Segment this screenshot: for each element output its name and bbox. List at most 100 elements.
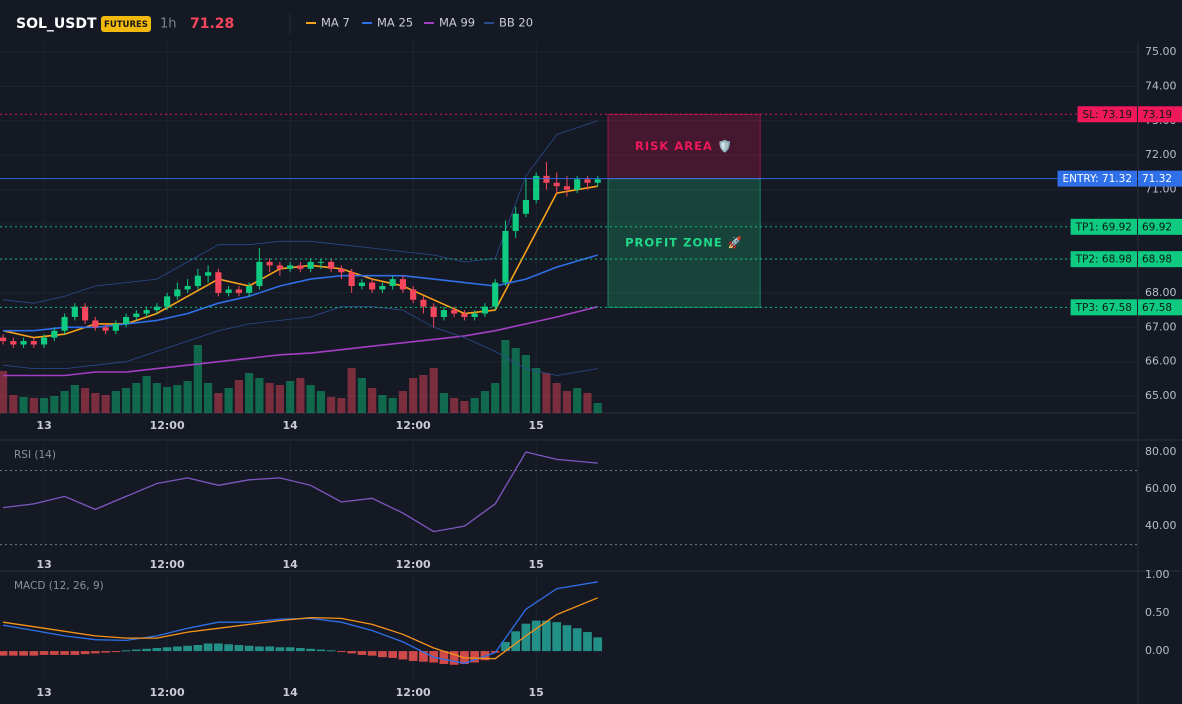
- volume-bar: [398, 391, 407, 413]
- candle-body: [399, 279, 406, 290]
- histogram-bar: [552, 622, 562, 652]
- histogram-bar: [593, 637, 603, 652]
- price-tag-bg: [1138, 251, 1182, 268]
- zone: [607, 113, 761, 180]
- price-tag: 69.92: [1142, 221, 1172, 233]
- candle-body: [297, 265, 304, 269]
- level-tag-bg: [1070, 299, 1137, 316]
- histogram-bar: [562, 625, 572, 652]
- histogram-bar: [8, 651, 18, 656]
- volume-bar: [378, 395, 387, 413]
- histogram-bar: [29, 651, 39, 656]
- histogram-bar: [347, 651, 357, 654]
- candle-body: [215, 272, 222, 293]
- volume-bar: [152, 383, 161, 413]
- histogram-bar: [244, 645, 254, 652]
- x-tick-label: 15: [529, 558, 544, 571]
- candle-body: [451, 310, 458, 314]
- y-tick-label: 1.00: [1145, 568, 1170, 581]
- level-tag: SL: 73.19: [1083, 109, 1132, 121]
- x-tick-label: 12:00: [396, 558, 431, 571]
- histogram-bar: [142, 648, 151, 652]
- y-tick-label: 74.00: [1145, 79, 1177, 92]
- candle-body: [379, 286, 386, 290]
- volume-bar: [40, 398, 49, 413]
- level-tag-bg: [1070, 251, 1137, 268]
- candle-body: [41, 337, 48, 345]
- volume-bar: [9, 395, 18, 413]
- histogram-bar: [398, 651, 408, 660]
- badge-bg: [101, 16, 151, 32]
- x-tick-label: 14: [282, 419, 298, 432]
- histogram-bar: [173, 646, 182, 652]
- zone: [607, 178, 761, 308]
- histogram-bar: [203, 643, 213, 652]
- candle-body: [71, 306, 78, 317]
- volume-bar: [491, 383, 500, 413]
- histogram-bar: [326, 650, 336, 652]
- y-tick-label: 68.00: [1145, 286, 1177, 299]
- volume-bar: [460, 401, 469, 413]
- volume-bar: [183, 381, 192, 413]
- histogram-bar: [60, 651, 69, 655]
- volume-bar: [562, 391, 572, 413]
- histogram-bar: [439, 651, 449, 665]
- candle-body: [143, 310, 150, 314]
- badge: FUTURES: [104, 20, 148, 30]
- zone-label: PROFIT ZONE 🚀: [625, 235, 743, 249]
- candle-body: [358, 282, 365, 287]
- volume-bar: [204, 383, 213, 413]
- volume-bar: [214, 393, 223, 413]
- candle-body: [328, 261, 335, 269]
- candle-body: [123, 316, 130, 324]
- zone-label: RISK AREA 🛡️: [635, 139, 733, 153]
- panel-title: RSI (14): [14, 449, 56, 461]
- x-tick-label: 12:00: [150, 419, 185, 432]
- volume-bar: [347, 368, 356, 413]
- volume-bar: [521, 355, 531, 413]
- histogram-bar: [583, 632, 592, 652]
- volume-bar: [19, 397, 28, 413]
- volume-bar: [306, 385, 315, 413]
- candle-body: [133, 313, 140, 317]
- volume-bar: [542, 373, 551, 413]
- candle-body: [440, 310, 447, 317]
- histogram-bar: [572, 628, 582, 652]
- volume-bar: [593, 403, 602, 413]
- candle-body: [471, 313, 478, 317]
- histogram-bar: [0, 651, 8, 656]
- histogram-bar: [101, 651, 110, 653]
- volume-bar: [255, 378, 264, 413]
- volume-bar: [193, 345, 202, 413]
- price-tag-bg: [1138, 299, 1182, 316]
- candle-body: [164, 296, 171, 307]
- histogram-bar: [152, 648, 162, 652]
- volume-bar: [296, 378, 305, 413]
- price-tag-bg: [1138, 170, 1182, 187]
- candle-body: [184, 286, 191, 290]
- level-tag-bg: [1070, 218, 1137, 235]
- candle-body: [112, 323, 119, 331]
- interval: 1h: [160, 17, 177, 32]
- volume-bar: [316, 391, 325, 413]
- histogram-bar: [255, 646, 264, 652]
- histogram-bar: [265, 646, 274, 652]
- volume-bar: [265, 383, 274, 413]
- volume-bar: [388, 398, 397, 413]
- panel-title: MACD (12, 26, 9): [14, 580, 104, 592]
- ma-line: [3, 305, 598, 377]
- candle-body: [256, 261, 263, 287]
- candle-body: [205, 272, 212, 276]
- volume-bar: [583, 393, 592, 413]
- volume-bar: [224, 388, 233, 413]
- volume-bar: [552, 383, 561, 413]
- last-price: 71.28: [190, 16, 234, 32]
- volume-bar: [101, 395, 110, 413]
- histogram-bar: [70, 651, 80, 655]
- candle-body: [235, 289, 242, 293]
- candle-body: [492, 282, 499, 307]
- histogram-bar: [39, 651, 49, 655]
- candle-body: [174, 289, 181, 297]
